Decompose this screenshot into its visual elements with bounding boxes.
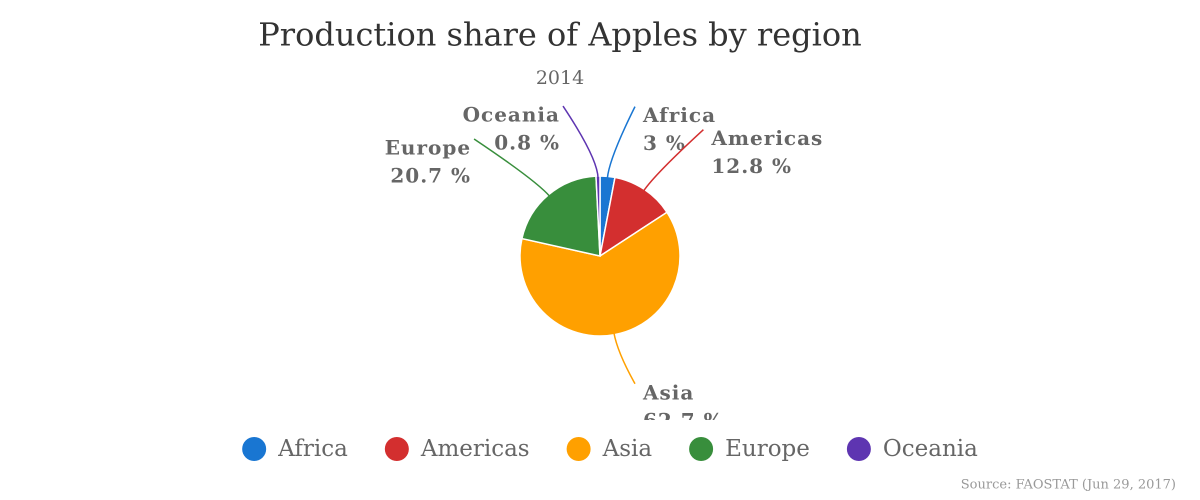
- legend-swatch: [242, 437, 267, 461]
- slice-value-label: 12.8 %: [711, 154, 792, 178]
- slice-label: Africa: [642, 103, 716, 127]
- chart-title: Production share of Apples by region: [258, 16, 861, 54]
- slice-value-label: 3 %: [643, 131, 686, 155]
- legend-label: Europe: [725, 436, 810, 462]
- slice-value-label: 20.7 %: [390, 163, 471, 187]
- legend-item: Asia: [566, 436, 653, 462]
- chart-subtitle: 2014: [536, 67, 584, 89]
- legend-item: Oceania: [846, 436, 978, 462]
- slice-value-label: 62.7 %: [643, 408, 724, 432]
- legend-swatch: [566, 437, 591, 461]
- leader-line: [642, 129, 704, 192]
- slice-label: Europe: [385, 135, 471, 159]
- leader-line: [562, 105, 599, 179]
- legend-label: Africa: [277, 436, 348, 462]
- legend-item: Americas: [384, 436, 530, 462]
- slice-value-label: 0.8 %: [494, 131, 560, 155]
- plot: Africa 3 % Americas 12.8 % Asia 62.7 % Europe 2…: [385, 103, 823, 432]
- leader-line: [613, 332, 636, 385]
- slice-label: Americas: [710, 126, 823, 150]
- legend-swatch: [846, 437, 871, 461]
- leader-line: [606, 106, 636, 179]
- slice-label: Asia: [642, 380, 694, 404]
- legend-label: Oceania: [883, 436, 978, 462]
- legend-label: Americas: [420, 436, 530, 462]
- source-note: Source: FAOSTAT (Jun 29, 2017): [961, 478, 1176, 493]
- legend: Africa Americas Asia Europe Oceania: [242, 436, 978, 462]
- legend-swatch: [689, 437, 714, 461]
- legend-swatch: [384, 437, 409, 461]
- legend-item: Europe: [689, 436, 810, 462]
- legend-item: Africa: [242, 436, 348, 462]
- slice-label: Oceania: [463, 103, 560, 127]
- leader-line: [473, 138, 551, 197]
- legend-label: Asia: [602, 436, 653, 462]
